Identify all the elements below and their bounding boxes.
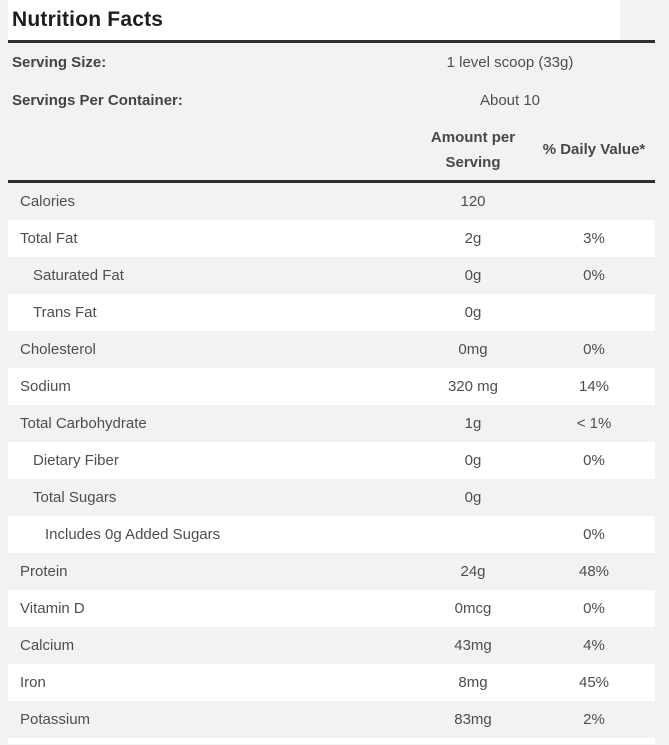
row-label: Cholesterol [20,341,96,358]
table-row: Total Sugars 0g [8,479,655,516]
row-daily-value: 0% [583,267,605,284]
title-row: Nutrition Facts [8,0,620,40]
row-daily-value: 3% [583,230,605,247]
row-label: Total Fat [20,230,78,247]
table-row: Potassium 83mg 2% [8,701,655,738]
bottom-partial-row [8,738,655,744]
row-label: Total Sugars [33,489,117,506]
row-amount: 2g [464,230,482,247]
row-daily-value: 4% [583,637,605,654]
row-label: Total Carbohydrate [20,415,147,432]
row-amount: 24g [460,563,486,580]
row-amount: 0mg [458,341,488,358]
row-daily-value: 45% [578,674,610,691]
table-row: Vitamin D 0mcg 0% [8,590,655,627]
row-daily-value: 0% [583,526,605,543]
row-label: Iron [20,674,46,691]
row-label: Includes 0g Added Sugars [45,526,221,543]
header-divider [8,180,655,183]
servings-per-container-row: Servings Per Container: About 10 [8,81,655,119]
servings-per-container-value: About 10 [479,91,541,109]
table-row: Trans Fat 0g [8,294,655,331]
row-amount: 0g [464,452,482,469]
table-row: Total Carbohydrate 1g < 1% [8,405,655,442]
row-amount: 120 [460,193,486,210]
page-title: Nutrition Facts [12,8,164,31]
serving-size-label: Serving Size: [12,53,107,71]
serving-size-value: 1 level scoop (33g) [446,53,574,71]
row-label: Calories [20,193,76,210]
table-row: Saturated Fat 0g 0% [8,257,655,294]
row-label: Calcium [20,637,75,654]
row-amount: 1g [464,415,482,432]
top-divider [8,40,655,43]
column-header-amount: Amount per Serving [430,128,516,171]
table-row: Cholesterol 0mg 0% [8,331,655,368]
row-label: Saturated Fat [33,267,124,284]
servings-per-container-label: Servings Per Container: [12,91,183,109]
row-amount: 320 mg [447,378,499,395]
row-label: Trans Fat [33,304,97,321]
row-amount: 0g [464,489,482,506]
row-daily-value: 48% [578,563,610,580]
table-row: Sodium 320 mg 14% [8,368,655,405]
column-header-daily-value: % Daily Value* [542,141,646,158]
table-row: Includes 0g Added Sugars 0% [8,516,655,553]
table-row: Total Fat 2g 3% [8,220,655,257]
table-row: Iron 8mg 45% [8,664,655,701]
table-row: Calories 120 [8,183,655,220]
row-amount: 43mg [454,637,492,654]
serving-size-row: Serving Size: 1 level scoop (33g) [8,43,655,81]
row-amount: 0g [464,304,482,321]
row-amount: 8mg [458,674,488,691]
column-header-row: Amount per Serving % Daily Value* [8,119,655,180]
nutrition-rows: Calories 120 Total Fat 2g 3% Saturated F… [8,183,655,738]
row-amount: 83mg [454,711,492,728]
row-daily-value: 2% [583,711,605,728]
row-daily-value: 0% [583,341,605,358]
row-amount: 0mcg [454,600,492,617]
row-label: Sodium [20,378,71,395]
row-label: Dietary Fiber [33,452,119,469]
table-row: Dietary Fiber 0g 0% [8,442,655,479]
row-label: Protein [20,563,68,580]
row-daily-value: 0% [583,600,605,617]
row-daily-value: 0% [583,452,605,469]
row-label: Potassium [20,711,91,728]
row-label: Vitamin D [20,600,85,617]
table-row: Calcium 43mg 4% [8,627,655,664]
row-daily-value: 14% [578,378,610,395]
table-row: Protein 24g 48% [8,553,655,590]
row-daily-value: < 1% [576,415,612,432]
row-amount: 0g [464,267,482,284]
